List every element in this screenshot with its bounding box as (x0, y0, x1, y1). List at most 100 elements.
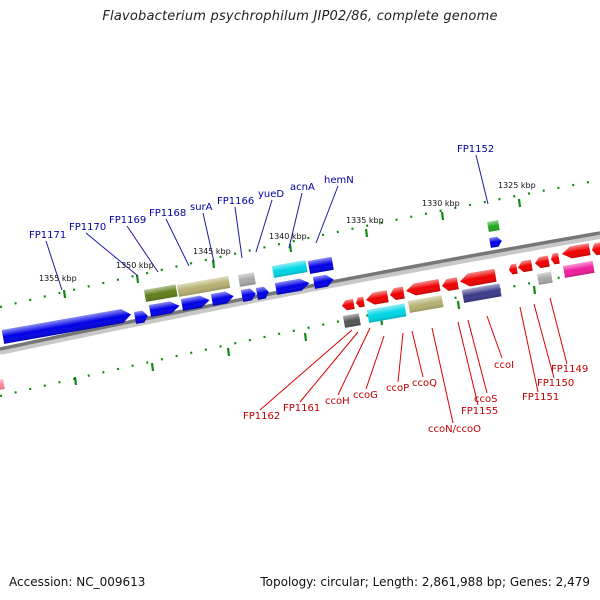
gene-label-ccoNccoO[interactable]: ccoN/ccoO (428, 424, 481, 435)
gene-label-hemN[interactable]: hemN (324, 175, 354, 186)
leader-FP1151 (519, 306, 539, 393)
gene-label-FP1162[interactable]: FP1162 (243, 411, 280, 422)
gene-label-FP1168[interactable]: FP1168 (149, 208, 186, 219)
scale-major-tick (62, 289, 67, 299)
gene-edge-arrow[interactable] (591, 242, 600, 256)
genome-summary-text: Topology: circular; Length: 2,861,988 bp… (260, 575, 590, 589)
gene-left-edge-box[interactable] (0, 379, 5, 390)
gene-FP1161-arrow[interactable] (355, 296, 365, 308)
gene-FP1151-box[interactable] (537, 271, 553, 285)
gene-FP1151-arrow[interactable] (534, 255, 550, 269)
gene-FP1166-box[interactable] (237, 272, 256, 287)
gene-ccoG-arrow[interactable] (389, 286, 405, 301)
leader-FP1161 (299, 331, 359, 403)
gene-yueD-arrow[interactable] (255, 286, 270, 300)
scale-major-tick (303, 332, 308, 342)
leader-FP1152 (475, 154, 489, 205)
gene-label-ccoP[interactable]: ccoP (386, 383, 409, 394)
gene-FP1169-arrow[interactable] (148, 300, 181, 317)
gene-FP1150-arrow[interactable] (550, 252, 560, 265)
gene-hemN-box[interactable] (307, 256, 334, 274)
gene-label-ccoG[interactable]: ccoG (353, 390, 378, 401)
gene-hemNb-arrow[interactable] (312, 274, 335, 289)
gene-FP1150-box[interactable] (562, 260, 595, 278)
gene-label-FP1171[interactable]: FP1171 (29, 230, 66, 241)
leader-ccoNccoO (431, 327, 454, 424)
gene-label-ccoQ[interactable]: ccoQ (412, 378, 437, 389)
gene-label-ccoS[interactable]: ccoS (474, 394, 497, 405)
scale-major-tick (150, 362, 155, 372)
leader-ccoS (467, 319, 488, 394)
gene-label-FP1149[interactable]: FP1149 (551, 364, 588, 375)
gene-ccoS-box[interactable] (461, 283, 502, 303)
accession-text: Accession: NC_009613 (9, 575, 146, 589)
gene-ccoH-box[interactable] (366, 303, 407, 323)
leader-ccoQ (411, 330, 424, 378)
gene-ccoNO-arrow[interactable] (459, 268, 497, 288)
leader-FP1149 (549, 297, 568, 365)
gene-label-FP1170[interactable]: FP1170 (69, 222, 106, 233)
gene-label-acnA[interactable]: acnA (290, 182, 315, 193)
leader-yueD (255, 199, 273, 253)
gene-label-yueD[interactable]: yueD (258, 189, 284, 200)
backbone-shadow (0, 233, 600, 355)
leader-surA (202, 212, 215, 263)
map-title: Flavobacterium psychrophilum JIP02/86, c… (102, 9, 498, 24)
gene-FP1168b-arrow[interactable] (180, 294, 211, 311)
gene-FP1152b-arrow[interactable] (489, 236, 503, 248)
scale-major-tick (532, 285, 537, 295)
leader-FP1170 (85, 232, 139, 277)
gene-FP1168-box[interactable] (143, 284, 178, 302)
gene-FP1152-box[interactable] (487, 220, 500, 232)
leader-FP1155 (457, 321, 479, 406)
gene-label-FP1155[interactable]: FP1155 (461, 406, 498, 417)
leader-ccoG (365, 335, 385, 390)
scale-major-tick (288, 243, 293, 253)
gene-label-ccoH[interactable]: ccoH (325, 396, 350, 407)
gene-label-surA[interactable]: surA (190, 202, 213, 213)
scale-label-1335: 1335 kbp (346, 216, 384, 225)
gene-label-ccoI[interactable]: ccoI (494, 360, 514, 371)
gene-surAb-arrow[interactable] (210, 290, 235, 306)
gene-ccoH-arrow[interactable] (365, 290, 389, 306)
gene-ccoQ-arrow[interactable] (441, 277, 459, 292)
scale-label-1340: 1340 kbp (269, 232, 307, 241)
gene-FP1171-arrow[interactable] (1, 308, 132, 344)
gene-FP1170-arrow[interactable] (133, 310, 149, 324)
gene-acnA-box[interactable] (271, 260, 308, 278)
leader-FP1171 (45, 240, 63, 291)
leader-ccoH (337, 327, 371, 396)
gene-ccoI-arrow[interactable] (517, 259, 533, 273)
gene-label-FP1151[interactable]: FP1151 (522, 392, 559, 403)
gene-acnAb-arrow[interactable] (274, 277, 311, 295)
scale-major-tick (517, 198, 522, 208)
gene-ccoS-arrow[interactable] (508, 263, 518, 275)
leader-FP1162 (259, 329, 353, 411)
scale-label-1325: 1325 kbp (498, 181, 536, 190)
leader-FP1169 (126, 225, 159, 273)
scale-label-1345: 1345 kbp (193, 247, 231, 256)
leader-FP1150 (533, 303, 555, 379)
gene-FP1162-box[interactable] (342, 313, 361, 328)
gene-ccoP-arrow[interactable] (405, 279, 441, 297)
gene-label-FP1150[interactable]: FP1150 (537, 378, 574, 389)
gene-features (0, 220, 600, 390)
leader-FP1166 (234, 206, 243, 259)
gene-label-FP1166[interactable]: FP1166 (217, 196, 254, 207)
scale-major-tick (364, 228, 369, 238)
gene-FP1166b-arrow[interactable] (240, 288, 257, 302)
gene-ccoQ-box[interactable] (407, 295, 444, 313)
scale-major-tick (226, 347, 231, 357)
gene-FP1162-arrow[interactable] (341, 298, 355, 311)
gene-surA-box[interactable] (176, 276, 231, 297)
scale-major-tick (440, 211, 445, 221)
leader-hemN (315, 185, 339, 244)
gene-label-FP1152[interactable]: FP1152 (457, 144, 494, 155)
gene-FP1149-arrow[interactable] (561, 243, 591, 260)
scale-major-tick (211, 259, 216, 269)
leader-ccoI (486, 315, 503, 359)
gene-label-FP1161[interactable]: FP1161 (283, 403, 320, 414)
gene-label-FP1169[interactable]: FP1169 (109, 215, 146, 226)
leader-FP1168 (165, 218, 190, 267)
